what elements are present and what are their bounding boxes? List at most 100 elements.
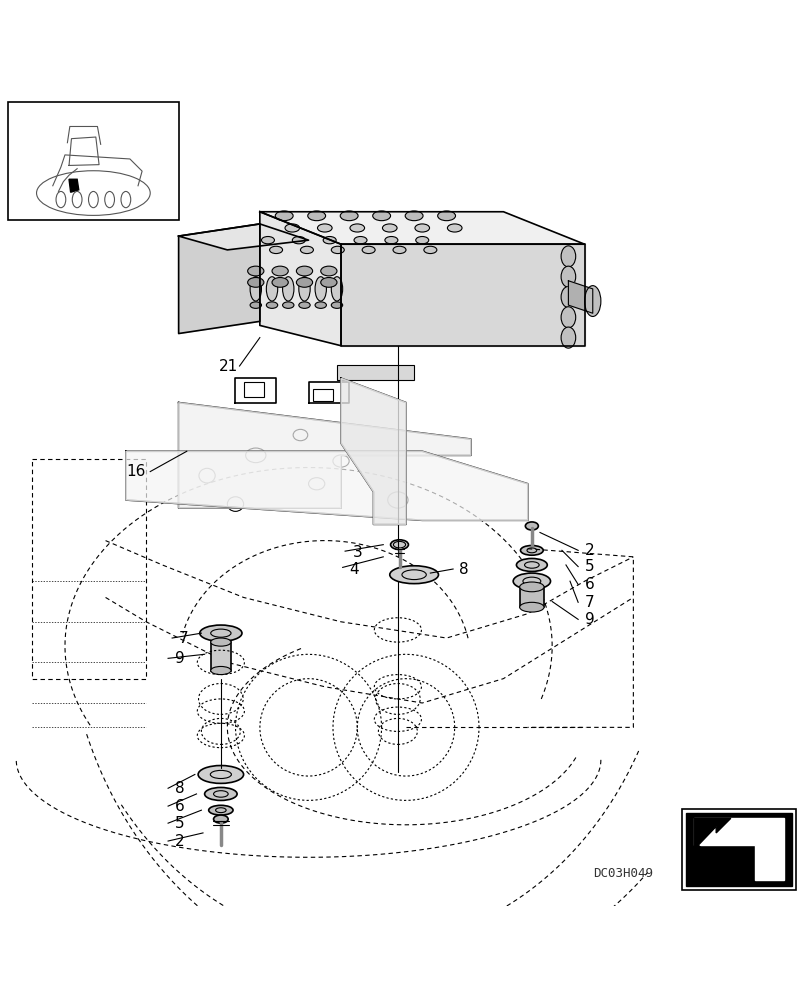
Ellipse shape (282, 302, 294, 308)
Ellipse shape (513, 573, 550, 589)
Ellipse shape (519, 582, 543, 592)
Ellipse shape (298, 277, 310, 301)
Polygon shape (260, 212, 584, 244)
Text: 21: 21 (219, 359, 238, 374)
Polygon shape (178, 224, 260, 334)
Ellipse shape (282, 277, 294, 301)
Ellipse shape (210, 638, 230, 646)
Ellipse shape (350, 224, 364, 232)
Text: 6: 6 (584, 577, 594, 592)
Bar (519, 587, 543, 607)
Ellipse shape (520, 545, 543, 555)
Polygon shape (178, 403, 470, 508)
Ellipse shape (560, 307, 575, 328)
Polygon shape (693, 818, 730, 864)
Ellipse shape (340, 211, 358, 221)
Polygon shape (341, 244, 584, 346)
Ellipse shape (323, 237, 336, 244)
Bar (337, 365, 414, 380)
Text: 5: 5 (174, 816, 184, 831)
Polygon shape (126, 451, 527, 520)
Ellipse shape (560, 327, 575, 348)
Text: 8: 8 (174, 781, 184, 796)
Ellipse shape (415, 237, 428, 244)
Bar (312, 389, 333, 401)
Ellipse shape (331, 246, 344, 254)
Ellipse shape (292, 237, 305, 244)
Ellipse shape (372, 211, 390, 221)
Ellipse shape (250, 277, 261, 301)
Polygon shape (178, 224, 308, 250)
Text: 9: 9 (174, 651, 184, 666)
Polygon shape (69, 179, 79, 192)
Bar (243, 382, 264, 397)
Ellipse shape (315, 302, 326, 308)
Text: 4: 4 (349, 562, 358, 577)
Ellipse shape (200, 625, 242, 641)
Ellipse shape (198, 766, 243, 783)
Ellipse shape (266, 277, 277, 301)
Ellipse shape (525, 522, 538, 530)
Ellipse shape (208, 805, 233, 815)
Ellipse shape (272, 266, 288, 276)
Ellipse shape (437, 211, 455, 221)
Ellipse shape (560, 266, 575, 287)
Ellipse shape (382, 224, 397, 232)
Ellipse shape (315, 277, 326, 301)
Polygon shape (693, 818, 783, 880)
Ellipse shape (266, 302, 277, 308)
Ellipse shape (247, 266, 264, 276)
Text: 2: 2 (584, 543, 594, 558)
Ellipse shape (560, 286, 575, 308)
Text: 16: 16 (126, 464, 145, 479)
Ellipse shape (296, 266, 312, 276)
Ellipse shape (393, 246, 406, 254)
Text: 7: 7 (178, 631, 188, 646)
Ellipse shape (275, 211, 293, 221)
Text: 3: 3 (353, 545, 363, 560)
Text: 5: 5 (584, 559, 594, 574)
Polygon shape (568, 281, 592, 313)
Polygon shape (685, 813, 791, 886)
Text: 8: 8 (458, 562, 468, 577)
Bar (211, 642, 231, 671)
Ellipse shape (331, 302, 342, 308)
Text: 6: 6 (174, 799, 184, 814)
Ellipse shape (317, 224, 332, 232)
Ellipse shape (298, 302, 310, 308)
Ellipse shape (300, 246, 313, 254)
Ellipse shape (272, 278, 288, 287)
Ellipse shape (560, 246, 575, 267)
Ellipse shape (210, 666, 230, 675)
Ellipse shape (516, 558, 547, 571)
Ellipse shape (331, 277, 342, 301)
Ellipse shape (384, 237, 397, 244)
Ellipse shape (296, 278, 312, 287)
Text: 7: 7 (584, 595, 594, 610)
Text: DC03H049: DC03H049 (592, 867, 652, 880)
Polygon shape (341, 378, 406, 524)
Ellipse shape (307, 211, 325, 221)
Text: 9: 9 (584, 612, 594, 627)
Ellipse shape (390, 540, 408, 550)
Ellipse shape (213, 815, 228, 823)
Bar (681, 809, 795, 890)
Ellipse shape (354, 237, 367, 244)
Ellipse shape (389, 566, 438, 584)
Ellipse shape (250, 302, 261, 308)
Ellipse shape (320, 266, 337, 276)
Ellipse shape (269, 246, 282, 254)
Ellipse shape (247, 278, 264, 287)
Ellipse shape (584, 286, 600, 316)
Ellipse shape (405, 211, 423, 221)
Bar (8, 102, 178, 220)
Ellipse shape (204, 787, 237, 800)
Ellipse shape (519, 602, 543, 612)
Ellipse shape (414, 224, 429, 232)
Polygon shape (260, 212, 341, 346)
Text: 2: 2 (174, 834, 184, 849)
Ellipse shape (447, 224, 461, 232)
Ellipse shape (320, 278, 337, 287)
Ellipse shape (362, 246, 375, 254)
Ellipse shape (261, 237, 274, 244)
